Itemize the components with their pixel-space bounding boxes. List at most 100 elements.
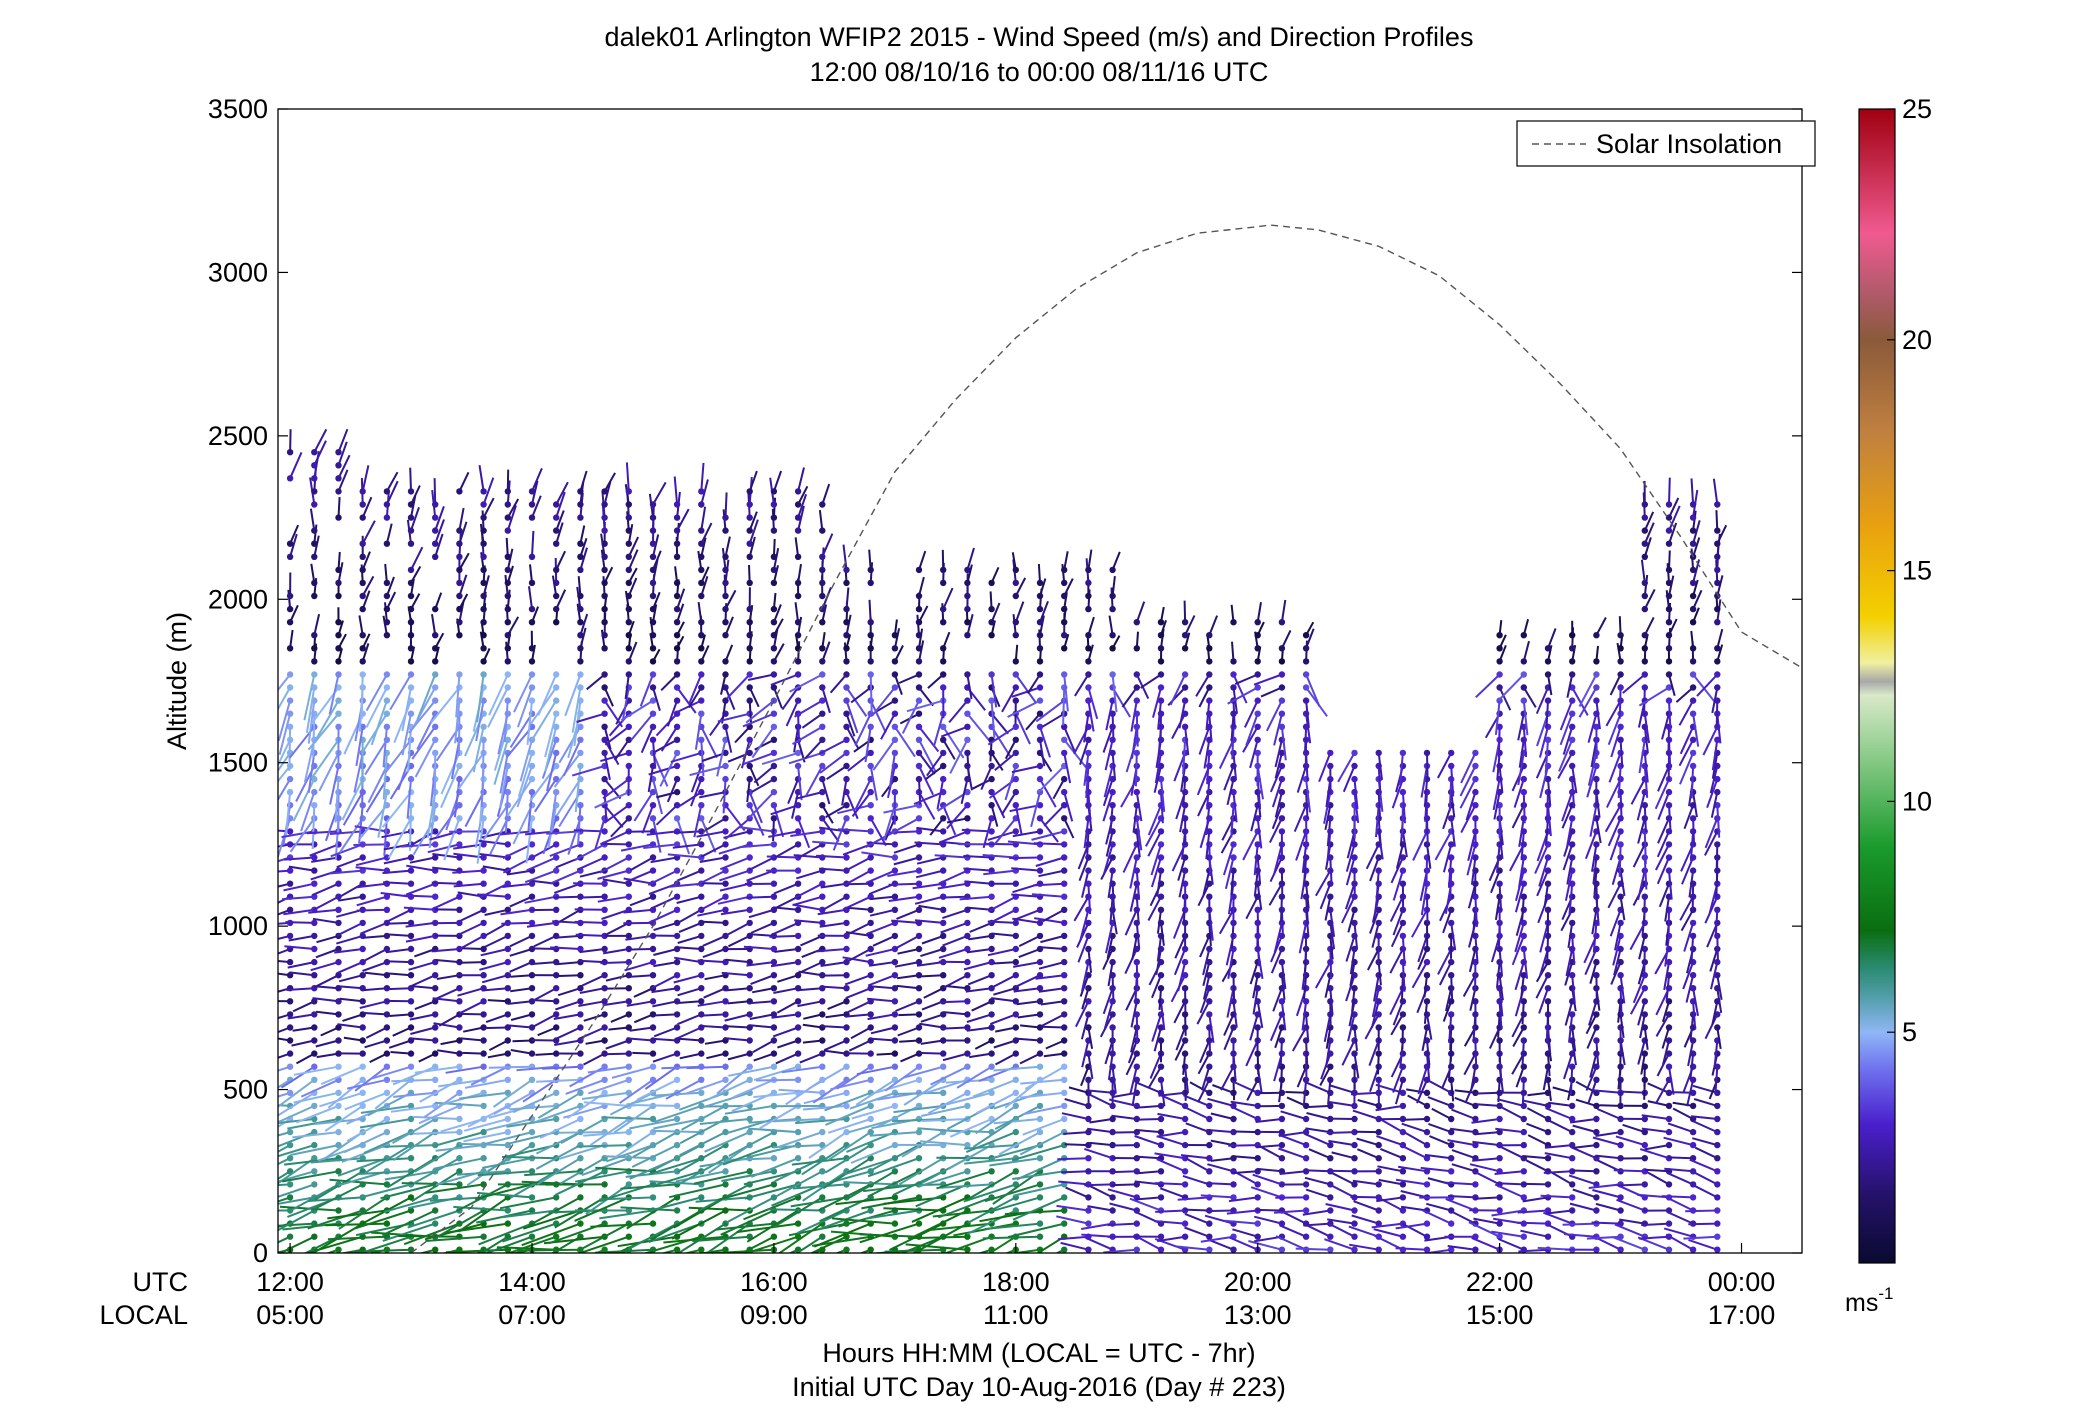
wind-barb-dot [915, 645, 923, 652]
wind-barb-stick [667, 853, 702, 859]
wind-barb-stick [868, 599, 872, 623]
wind-barb-stick [753, 1065, 799, 1081]
wind-barb-dot [1085, 932, 1092, 940]
wind-barb-dot [504, 592, 511, 600]
wind-barb-dot [1036, 645, 1044, 652]
wind-barb-stick [688, 1206, 750, 1212]
wind-barb-dot [553, 1115, 560, 1123]
wind-barb-stick [770, 804, 799, 816]
wind-barb-stick [374, 1079, 412, 1110]
wind-barb-dot [1036, 710, 1044, 717]
wind-barb-dot [722, 671, 729, 678]
wind-barb-dot [1036, 1220, 1044, 1227]
wind-barb-stick [623, 877, 654, 885]
wind-barb-dot [625, 1128, 632, 1136]
wind-barb-stick [884, 817, 896, 841]
wind-barb-stick [389, 1013, 412, 1017]
wind-barb-dot [1109, 1024, 1116, 1031]
wind-barb-stick [1022, 1118, 1065, 1136]
wind-barb-dot [673, 736, 681, 743]
wind-barb-stick [477, 1170, 533, 1177]
wind-barb-stick [337, 497, 341, 518]
wind-barb-dot [432, 972, 439, 979]
wind-barb-dot [649, 802, 657, 809]
wind-barb-stick [354, 825, 388, 833]
wind-barb-dot [311, 1076, 318, 1084]
wind-barb-dot [311, 579, 318, 587]
wind-barb-stick [510, 1049, 533, 1055]
wind-barb-stick [1014, 601, 1025, 623]
wind-barb-dot [1109, 788, 1116, 796]
wind-barb-dot [673, 632, 681, 639]
wind-barb-stick [948, 1144, 993, 1170]
wind-barb-dot [577, 972, 584, 979]
wind-barb-stick [724, 1013, 750, 1022]
wind-barb-stick [534, 778, 558, 813]
wind-barb-stick [912, 1222, 968, 1253]
wind-barb-dot [1061, 592, 1068, 600]
wind-barb-stick [382, 752, 388, 800]
wind-barb-dot [891, 697, 899, 704]
wind-barb-stick [790, 830, 823, 837]
wind-barb-stick [946, 1091, 992, 1106]
wind-barb-dot [601, 919, 608, 927]
wind-barb-dot [794, 945, 802, 953]
wind-barb-dot [311, 1063, 318, 1070]
wind-barb-dot [286, 1050, 294, 1057]
wind-barb-stick [300, 1078, 339, 1098]
wind-barb-stick [748, 687, 760, 708]
wind-barb-dot [601, 501, 608, 508]
wind-barb-dot [746, 1063, 753, 1070]
wind-barb-dot [819, 1233, 826, 1240]
wind-barb-stick [602, 576, 606, 597]
wind-barb-stick [1107, 1188, 1138, 1199]
wind-barb-dot [1230, 671, 1237, 678]
wind-barb-dot [1448, 1155, 1455, 1162]
wind-barb-dot [891, 1089, 899, 1097]
wind-barb-stick [825, 804, 847, 818]
wind-barb-stick [918, 640, 925, 662]
wind-barb-stick [602, 778, 630, 800]
wind-barb-stick [861, 851, 896, 859]
wind-barb-dot [553, 527, 560, 534]
wind-barb-stick [696, 869, 726, 886]
wind-barb-stick [700, 462, 705, 492]
wind-barb-dot [964, 1246, 971, 1253]
wind-barb-stick [433, 1022, 460, 1029]
wind-barb-dot [940, 658, 947, 665]
wind-barb-stick [1423, 975, 1428, 998]
wind-barb-dot [335, 1168, 342, 1175]
wind-barb-dot [1423, 998, 1431, 1005]
wind-barb-dot [1061, 1220, 1068, 1227]
wind-barb-stick [536, 1078, 581, 1083]
wind-barb-dot [722, 723, 729, 730]
wind-barb-dot [843, 762, 850, 770]
wind-barb-stick [797, 485, 809, 505]
wind-barb-stick [435, 1144, 484, 1152]
wind-barb-stick [458, 935, 485, 951]
wind-barb-stick [942, 739, 956, 760]
wind-barb-dot [1423, 958, 1431, 966]
wind-barb-stick [488, 674, 509, 716]
wind-barb-stick [393, 1091, 436, 1098]
wind-barb-dot [794, 1076, 802, 1084]
wind-barb-dot [383, 684, 391, 691]
wind-barb-stick [655, 713, 678, 737]
wind-barb-stick [536, 1157, 581, 1186]
wind-barb-dot [1206, 1011, 1213, 1018]
wind-barb-dot [480, 1011, 487, 1018]
wind-barb-stick [641, 804, 654, 834]
wind-barb-stick [697, 1000, 726, 1007]
wind-barb-dot [1036, 1233, 1044, 1240]
wind-barb-stick [845, 686, 868, 717]
wind-barb-dot [359, 579, 366, 587]
wind-barb-dot [407, 1102, 415, 1110]
wind-barb-stick [1357, 1148, 1380, 1160]
wind-barb-stick [278, 1078, 315, 1109]
wind-barb-stick [361, 551, 371, 571]
wind-barb-stick [367, 765, 388, 804]
wind-barb-dot [698, 592, 705, 600]
wind-barb-stick [700, 537, 707, 558]
wind-barb-stick [720, 908, 750, 916]
wind-barb-dot [577, 736, 584, 743]
